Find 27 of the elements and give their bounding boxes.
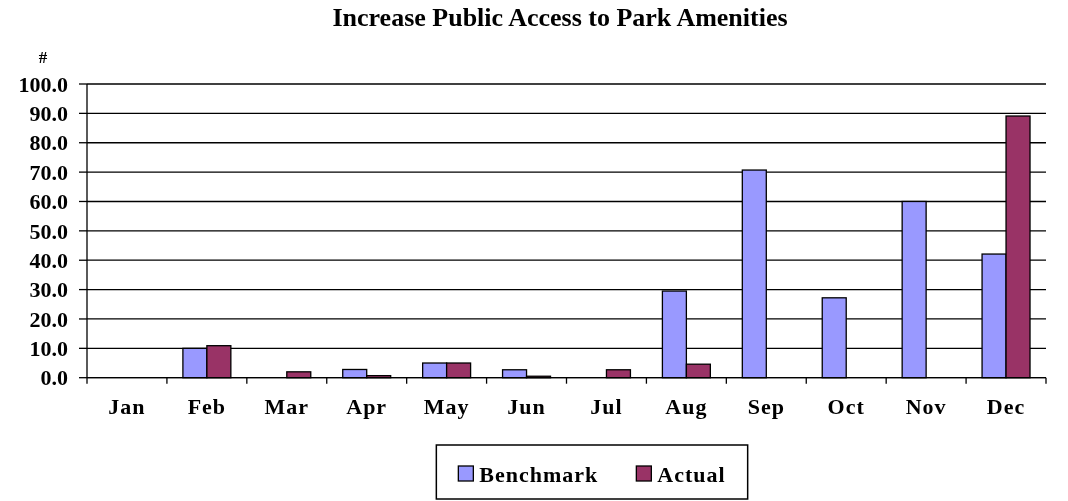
x-tick-label: Jul [590,394,623,419]
x-tick-label: Dec [986,394,1026,419]
y-tick-label: 10.0 [29,336,68,362]
y-tick-label: 80.0 [29,130,68,156]
y-tick-label: 70.0 [29,159,68,185]
x-tick-label: May [423,394,470,419]
y-tick-label: 20.0 [29,306,68,332]
y-tick-label: 60.0 [29,189,68,215]
x-tick-label: Oct [827,394,865,419]
x-tick-label: Aug [665,394,708,419]
y-axis-title: # [38,48,48,67]
y-tick-label: 50.0 [29,218,68,244]
y-tick-label: 0.0 [40,365,68,391]
y-tick-label: 30.0 [29,277,68,303]
x-tick-label: Jun [507,394,546,419]
x-tick-label: Jan [108,394,146,419]
x-tick-label: Mar [264,394,310,419]
y-tick-label: 90.0 [29,101,68,127]
legend-label: Actual [657,462,726,487]
x-tick-label: Feb [187,394,227,419]
x-tick-label: Sep [747,394,785,419]
x-tick-label: Apr [346,394,388,419]
legend-label: Benchmark [479,462,599,487]
chart-title: Increase Public Access to Park Amenities [332,3,788,32]
y-tick-label: 40.0 [29,247,68,273]
y-tick-label: 100.0 [18,71,68,97]
x-tick-label: Nov [905,394,947,419]
